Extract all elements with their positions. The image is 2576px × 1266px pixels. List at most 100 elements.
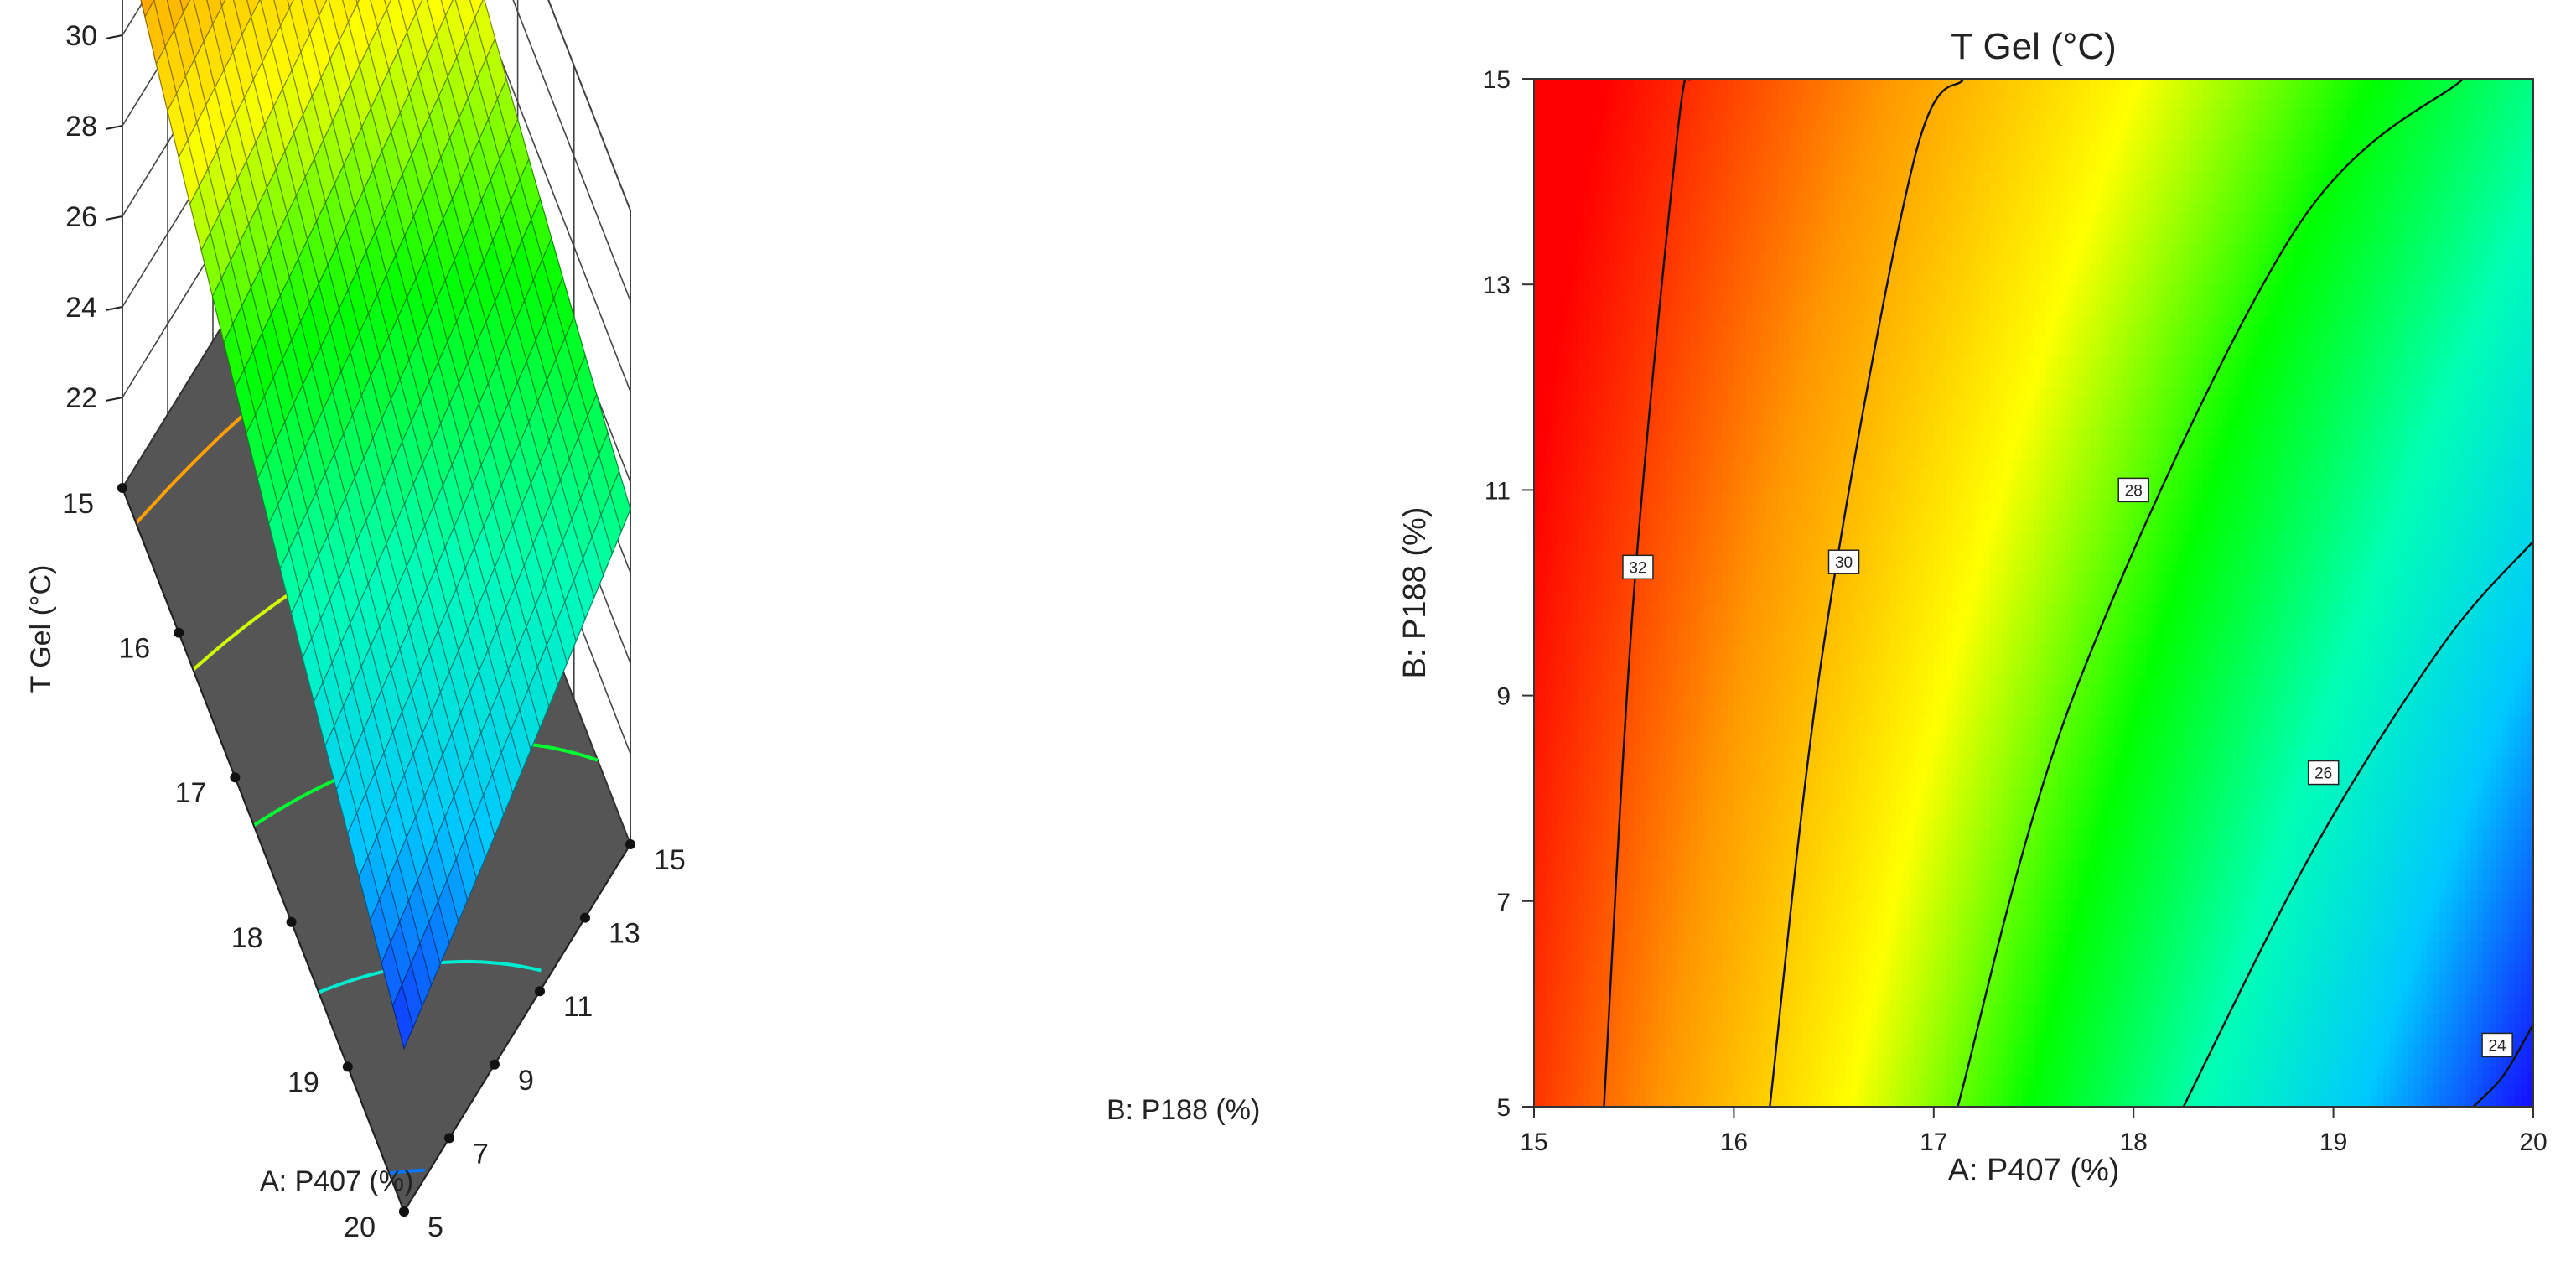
heatmap-cell xyxy=(1790,428,1797,439)
heatmap-cell xyxy=(1602,284,1609,296)
heatmap-cell xyxy=(1734,418,1741,429)
heatmap-cell xyxy=(1659,572,1666,584)
heatmap-cell xyxy=(1640,654,1647,666)
heatmap-cell xyxy=(1784,273,1791,285)
heatmap-cell xyxy=(1721,222,1729,234)
heatmap-cell xyxy=(1777,1024,1785,1035)
heatmap-cell xyxy=(1558,521,1566,532)
heatmap-cell xyxy=(1627,808,1635,820)
heatmap-cell xyxy=(1627,644,1635,656)
heatmap-cell xyxy=(1727,130,1734,142)
heatmap-cell xyxy=(1683,603,1691,615)
heatmap-cell xyxy=(1565,345,1573,357)
heatmap-cell xyxy=(1671,726,1678,738)
heatmap-cell xyxy=(1796,397,1803,408)
heatmap-cell xyxy=(1640,1014,1647,1025)
heatmap-cell xyxy=(1659,859,1666,871)
heatmap-cell xyxy=(1746,140,1754,152)
heatmap-cell xyxy=(1590,521,1598,532)
heatmap-cell xyxy=(1759,818,1766,830)
heatmap-cell xyxy=(1734,1014,1741,1025)
heatmap-cell xyxy=(1646,531,1654,542)
heatmap-cell xyxy=(1759,212,1766,224)
heatmap-cell xyxy=(1602,521,1609,532)
heatmap-cell xyxy=(1727,161,1734,172)
heatmap-cell xyxy=(1746,705,1754,717)
heatmap-cell xyxy=(1690,284,1697,296)
heatmap-cell xyxy=(1696,634,1703,645)
heatmap-cell xyxy=(1771,551,1779,563)
heatmap-cell xyxy=(1739,531,1747,542)
heatmap-cell xyxy=(1721,593,1729,604)
heatmap-cell xyxy=(1696,973,1703,984)
heatmap-cell xyxy=(1677,1014,1685,1025)
heatmap-cell xyxy=(1590,1076,1598,1087)
heatmap-cell xyxy=(1759,79,1766,90)
heatmap-cell xyxy=(1615,952,1622,963)
heatmap-cell xyxy=(1609,335,1616,347)
heatmap-cell xyxy=(1609,130,1616,142)
heatmap-cell xyxy=(1696,572,1703,584)
heatmap-cell xyxy=(1646,243,1654,255)
heatmap-cell xyxy=(1690,798,1697,810)
heatmap-cell xyxy=(1621,99,1629,111)
heatmap-cell xyxy=(1784,767,1791,779)
heatmap-cell xyxy=(1790,232,1797,244)
heatmap-cell xyxy=(1634,335,1641,347)
heatmap-cell xyxy=(1739,510,1747,521)
heatmap-cell xyxy=(1634,994,1641,1004)
heatmap-cell xyxy=(1721,1096,1729,1107)
heatmap-cell xyxy=(1765,428,1772,439)
heatmap-cell xyxy=(1634,490,1641,501)
heatmap-cell xyxy=(1596,387,1604,398)
heatmap-cell xyxy=(1634,705,1641,717)
heatmap-cell xyxy=(1784,921,1791,933)
heatmap-cell xyxy=(1534,325,1542,337)
heatmap-cell xyxy=(1546,911,1553,922)
heatmap-cell xyxy=(1677,243,1685,255)
heatmap-cell xyxy=(1796,469,1803,480)
heatmap-cell xyxy=(1609,1055,1616,1066)
heatmap-cell xyxy=(1558,623,1566,635)
heatmap-cell xyxy=(1558,880,1566,892)
heatmap-cell xyxy=(1558,161,1566,172)
heatmap-cell xyxy=(1703,551,1710,563)
heatmap-cell xyxy=(1790,253,1797,265)
heatmap-cell xyxy=(1578,726,1585,738)
heatmap-cell xyxy=(1765,757,1772,769)
heatmap-cell xyxy=(1690,675,1697,686)
heatmap-cell xyxy=(1615,79,1622,90)
heatmap-cell xyxy=(1703,428,1710,439)
heatmap-cell xyxy=(1596,140,1604,152)
heatmap-cell xyxy=(1590,613,1598,625)
heatmap-cell xyxy=(1590,120,1598,131)
heatmap-cell xyxy=(1759,849,1766,861)
heatmap-cell xyxy=(1671,962,1678,974)
heatmap-cell xyxy=(1546,644,1553,656)
heatmap-cell xyxy=(1790,859,1797,871)
heatmap-cell xyxy=(1703,397,1710,408)
heatmap-cell xyxy=(1746,767,1754,779)
heatmap-cell xyxy=(1771,130,1779,142)
heatmap-cell xyxy=(1609,880,1616,892)
heatmap-cell xyxy=(1590,736,1598,748)
heatmap-cell xyxy=(1609,109,1616,121)
heatmap-cell xyxy=(1558,705,1566,717)
heatmap-cell xyxy=(1627,603,1635,615)
heatmap-cell xyxy=(1652,1096,1660,1107)
heatmap-cell xyxy=(1734,407,1741,419)
heatmap-cell xyxy=(1609,181,1616,193)
heatmap-cell xyxy=(1784,1004,1791,1015)
heatmap-cell xyxy=(1708,859,1716,871)
heatmap-cell xyxy=(1739,1014,1747,1025)
heatmap-cell xyxy=(1596,109,1604,121)
heatmap-cell xyxy=(1696,983,1703,994)
heatmap-cell xyxy=(1640,777,1647,789)
heatmap-cell xyxy=(1734,150,1741,162)
heatmap-cell xyxy=(1721,418,1729,429)
heatmap-cell xyxy=(1659,469,1666,480)
heatmap-cell xyxy=(1683,366,1691,378)
heatmap-cell xyxy=(1602,140,1609,152)
heatmap-cell xyxy=(1765,325,1772,337)
